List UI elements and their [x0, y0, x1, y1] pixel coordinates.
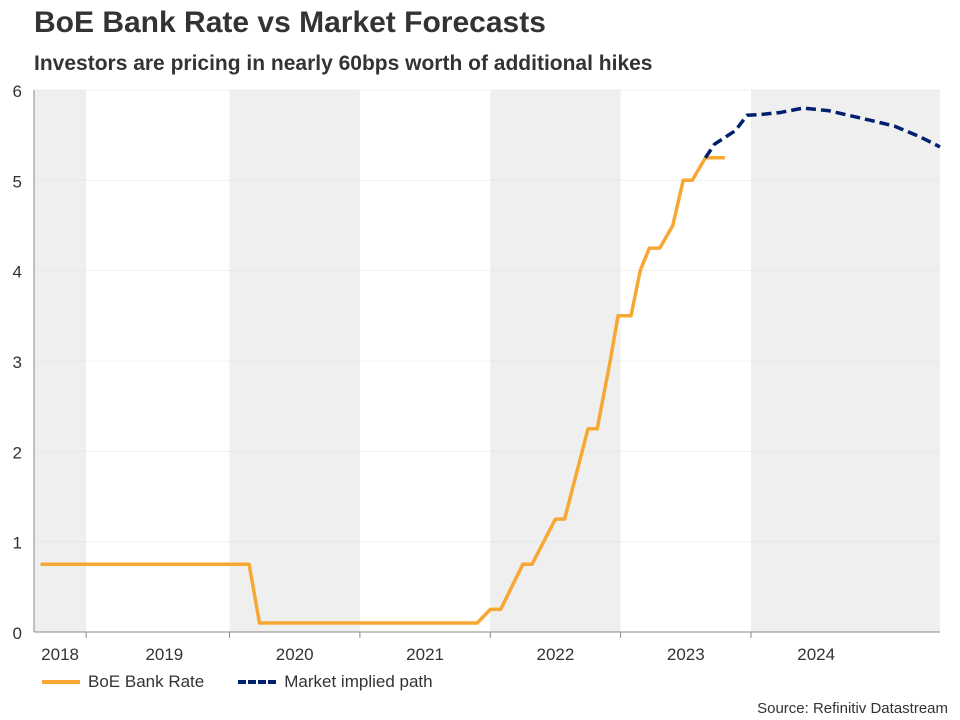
x-tick-label-2021: 2021 — [406, 645, 444, 664]
shaded-band-2 — [490, 90, 621, 632]
series-line-market-path — [703, 106, 941, 159]
legend-item-bank-rate: BoE Bank Rate — [42, 672, 204, 692]
source-note: Source: Refinitiv Datastream — [757, 700, 948, 717]
legend-item-market-path: Market implied path — [238, 672, 433, 692]
legend-swatch-market-path — [238, 680, 277, 684]
x-tick-label-2023: 2023 — [667, 645, 705, 664]
x-tick-label-2019: 2019 — [145, 645, 183, 664]
x-tick-label-2018: 2018 — [41, 645, 79, 664]
y-tick-label-0: 0 — [13, 624, 22, 643]
y-tick-label-6: 6 — [13, 82, 22, 101]
x-tick-label-2022: 2022 — [537, 645, 575, 664]
y-tick-label-1: 1 — [13, 534, 22, 553]
x-tick-label-2020: 2020 — [276, 645, 314, 664]
legend-swatch-bank-rate — [42, 680, 80, 684]
chart-title: BoE Bank Rate vs Market Forecasts — [34, 6, 546, 39]
y-tick-label-3: 3 — [13, 353, 22, 372]
series-line-bank-rate — [40, 156, 725, 625]
shaded-band-3 — [750, 90, 940, 632]
legend-label-market-path: Market implied path — [284, 672, 433, 691]
chart-subtitle: Investors are pricing in nearly 60bps wo… — [34, 52, 653, 75]
chart-legend: BoE Bank Rate Market implied path — [42, 672, 467, 692]
y-tick-label-2: 2 — [13, 443, 22, 462]
y-tick-label-5: 5 — [13, 172, 22, 191]
y-tick-label-4: 4 — [13, 263, 22, 282]
legend-label-bank-rate: BoE Bank Rate — [88, 672, 205, 691]
x-tick-label-2024: 2024 — [797, 645, 835, 664]
